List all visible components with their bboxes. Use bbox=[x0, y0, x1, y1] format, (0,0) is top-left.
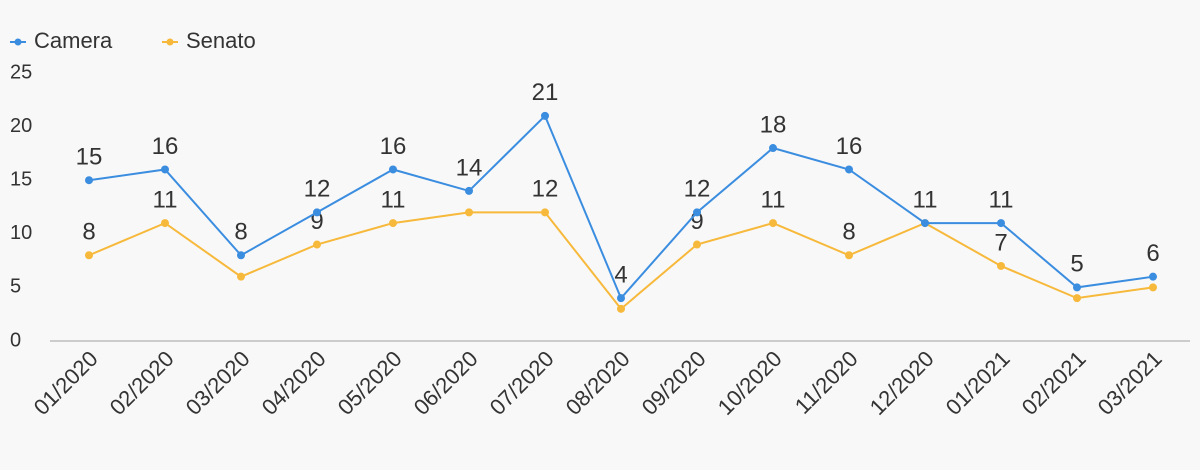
point bbox=[1149, 283, 1157, 292]
point bbox=[1073, 294, 1081, 303]
point bbox=[997, 261, 1005, 270]
y-tick-label: 0 bbox=[10, 329, 21, 351]
point bbox=[161, 219, 169, 228]
x-tick-label: 02/2020 bbox=[105, 346, 179, 420]
data-label: 12 bbox=[304, 176, 331, 203]
point bbox=[921, 219, 929, 228]
point bbox=[237, 272, 245, 281]
data-label: 7 bbox=[994, 229, 1007, 256]
point bbox=[693, 208, 701, 217]
x-tick-label: 05/2020 bbox=[333, 346, 407, 420]
data-label: 21 bbox=[532, 79, 559, 106]
data-label: 9 bbox=[690, 208, 703, 235]
x-tick-label: 10/2020 bbox=[713, 346, 787, 420]
data-label: 11 bbox=[761, 186, 786, 213]
data-label: 18 bbox=[760, 111, 787, 138]
y-tick-label: 20 bbox=[10, 115, 32, 137]
point bbox=[85, 176, 93, 185]
point bbox=[769, 144, 777, 153]
data-label: 16 bbox=[836, 133, 863, 160]
x-tick-label: 03/2020 bbox=[181, 346, 255, 420]
point bbox=[389, 165, 397, 174]
x-tick-label: 03/2021 bbox=[1093, 346, 1167, 420]
point bbox=[465, 208, 473, 217]
point bbox=[161, 165, 169, 174]
x-tick-label: 06/2020 bbox=[409, 346, 483, 420]
data-label: 11 bbox=[153, 186, 178, 213]
data-label: 12 bbox=[532, 176, 559, 203]
y-tick-label: 25 bbox=[10, 61, 32, 83]
point bbox=[313, 240, 321, 249]
point bbox=[1149, 272, 1157, 281]
legend-label: Camera bbox=[34, 28, 113, 53]
point bbox=[541, 111, 549, 120]
x-tick-label: 08/2020 bbox=[561, 346, 635, 420]
data-label: 4 bbox=[614, 261, 627, 288]
y-tick-label: 10 bbox=[10, 222, 32, 244]
data-label: 16 bbox=[380, 133, 407, 160]
x-tick-label: 01/2021 bbox=[941, 346, 1015, 420]
x-tick-label: 04/2020 bbox=[257, 346, 331, 420]
data-label: 8 bbox=[82, 219, 95, 246]
x-tick-label: 09/2020 bbox=[637, 346, 711, 420]
point bbox=[313, 208, 321, 217]
y-tick-label: 5 bbox=[10, 276, 21, 298]
data-label: 6 bbox=[1146, 240, 1159, 267]
data-label: 11 bbox=[381, 186, 406, 213]
point bbox=[85, 251, 93, 260]
data-label: 16 bbox=[152, 133, 179, 160]
data-label: 14 bbox=[456, 154, 483, 181]
x-tick-label: 12/2020 bbox=[865, 346, 939, 420]
x-tick-label: 01/2020 bbox=[29, 346, 103, 420]
point bbox=[845, 165, 853, 174]
data-label: 8 bbox=[842, 219, 855, 246]
point bbox=[1073, 283, 1081, 292]
point bbox=[617, 304, 625, 313]
data-label: 11 bbox=[913, 186, 938, 213]
point bbox=[997, 219, 1005, 228]
legend-marker bbox=[14, 38, 22, 46]
legend-label: Senato bbox=[186, 28, 256, 53]
data-label: 8 bbox=[234, 219, 247, 246]
point bbox=[617, 294, 625, 303]
point bbox=[845, 251, 853, 260]
x-tick-label: 02/2021 bbox=[1017, 346, 1091, 420]
point bbox=[465, 186, 473, 195]
x-tick-label: 07/2020 bbox=[485, 346, 559, 420]
point bbox=[769, 219, 777, 228]
legend-marker bbox=[166, 38, 174, 46]
x-tick-label: 11/2020 bbox=[790, 346, 863, 419]
point bbox=[237, 251, 245, 260]
data-label: 12 bbox=[684, 176, 711, 203]
point bbox=[693, 240, 701, 249]
data-label: 15 bbox=[76, 144, 103, 171]
point bbox=[541, 208, 549, 217]
point bbox=[389, 219, 397, 228]
data-label: 5 bbox=[1070, 251, 1083, 278]
y-tick-label: 15 bbox=[10, 168, 32, 190]
data-label: 11 bbox=[989, 186, 1014, 213]
